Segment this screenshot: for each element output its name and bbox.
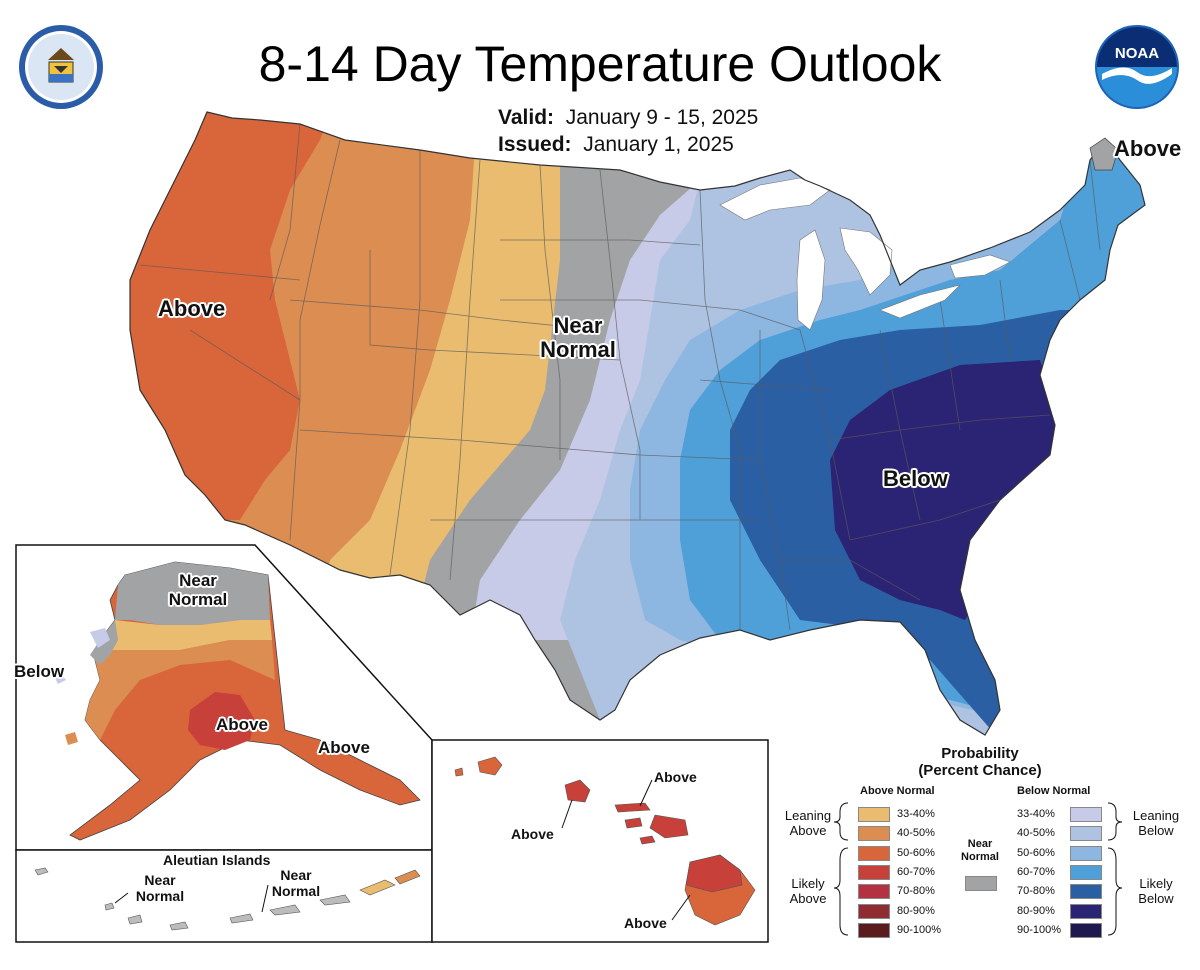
legend-near-normal: Near Normal	[955, 838, 1005, 864]
legend-likely-above-line1: Likely	[791, 876, 825, 891]
legend-above-range: 80-90%	[897, 904, 935, 917]
legend-below-range: 40-50%	[1017, 827, 1055, 840]
aleutian-title: Aleutian Islands	[163, 852, 271, 868]
legend-above-swatch	[858, 903, 890, 919]
legend-above-header: Above Normal	[860, 785, 935, 797]
label-central-near-line1: Near	[553, 313, 603, 338]
legend-below-swatch	[1070, 807, 1102, 822]
conus-outline	[129, 111, 1146, 736]
great-lakes	[719, 177, 1011, 331]
hawaii-leader-lines	[561, 779, 691, 921]
legend-below-swatch	[1070, 884, 1102, 900]
label-alaska-above-center: Above	[216, 715, 268, 734]
legend-above-swatch	[858, 884, 890, 900]
legend-leaning-above-line2: Above	[789, 823, 827, 838]
legend-leaning-below-line2: Below	[1138, 823, 1174, 838]
legend-above-range: 70-80%	[897, 885, 935, 898]
label-aleutian-near-b-line2: Normal	[271, 883, 321, 899]
legend-above-range: 50-60%	[897, 846, 935, 859]
aleutian-islands-shapes	[34, 867, 421, 931]
aleutian-leader-lines	[114, 884, 269, 913]
legend-above-range: 40-50%	[897, 827, 935, 840]
noaa-logo-text: NOAA	[1115, 45, 1159, 62]
legend-near-line1: Near	[967, 838, 993, 850]
legend-likely-above: Likely Above	[780, 876, 836, 906]
legend-above-swatch	[858, 826, 890, 842]
alaska-map	[55, 561, 421, 841]
legend-below-range: 70-80%	[1017, 885, 1055, 898]
label-east-below: Below	[883, 466, 948, 491]
valid-label: Valid:	[498, 106, 555, 129]
legend-below-range: 80-90%	[1017, 904, 1055, 917]
legend-near-line2: Normal	[961, 851, 999, 863]
valid-value: January 9 - 15, 2025	[565, 106, 759, 129]
hawaii-inset-frame	[431, 739, 769, 943]
legend-title: Probability (Percent Chance)	[900, 745, 1060, 779]
label-alaska-near-normal: Near Normal	[156, 571, 240, 609]
legend-below-range: 50-60%	[1017, 846, 1055, 859]
legend-below-swatch	[1070, 845, 1102, 861]
maine-near-normal-area	[1089, 137, 1119, 171]
label-central-near-normal: Near Normal	[538, 314, 618, 362]
label-aleutian-near-normal-b: Near Normal	[266, 867, 326, 899]
label-aleutian-near-a-line2: Normal	[135, 888, 185, 904]
legend-title-line1: Probability	[941, 745, 1019, 762]
label-alaska-above-se: Above	[318, 738, 370, 757]
page-title: 8-14 Day Temperature Outlook	[258, 36, 942, 92]
legend-likely-below-line2: Below	[1138, 891, 1174, 906]
issued-value: January 1, 2025	[583, 133, 734, 156]
legend-above-swatch	[858, 845, 890, 861]
legend-leaning-below: Leaning Below	[1124, 808, 1188, 838]
legend-below-header: Below Normal	[1017, 785, 1091, 797]
legend-likely-above-line2: Above	[789, 891, 827, 906]
legend-below-swatch	[1070, 903, 1102, 919]
legend-below-swatch	[1070, 864, 1102, 880]
legend-near-normal-swatch	[965, 876, 997, 891]
legend-below-range: 33-40%	[1017, 808, 1055, 820]
legend-above-range: 90-100%	[897, 923, 942, 936]
legend-above-range: 33-40%	[897, 808, 935, 820]
noaa-logo-icon: NOAA	[1095, 25, 1179, 109]
label-west-above: Above	[158, 296, 226, 321]
label-central-near-line2: Normal	[540, 337, 616, 362]
issued-label: Issued:	[498, 133, 572, 156]
label-alaska-below: Below	[14, 662, 65, 681]
legend-above-swatch	[858, 807, 890, 822]
legend-leaning-above: Leaning Above	[780, 808, 836, 838]
legend-above-swatch	[858, 864, 890, 880]
legend-above-swatch	[858, 922, 890, 938]
label-hawaii-above-2: Above	[654, 769, 697, 785]
label-hawaii-above-1: Above	[511, 826, 554, 842]
date-info: Valid: January 9 - 15, 2025 Issued: Janu…	[498, 104, 758, 158]
label-hawaii-above-3: Above	[624, 915, 667, 931]
legend-below-range: 90-100%	[1017, 923, 1062, 936]
legend-title-line2: (Percent Chance)	[918, 762, 1042, 779]
legend-below-swatch	[1070, 922, 1102, 938]
label-alaska-near-line1: Near	[179, 571, 217, 590]
legend-above-range: 60-70%	[897, 865, 935, 878]
aleutian-inset-frame	[15, 849, 433, 943]
label-aleutian-near-normal-a: Near Normal	[130, 872, 190, 904]
legend-likely-below-line1: Likely	[1139, 876, 1173, 891]
commerce-seal-icon	[19, 25, 103, 109]
label-alaska-near-line2: Normal	[168, 590, 228, 609]
legend-below-range: 60-70%	[1017, 865, 1055, 878]
legend-below-swatch	[1070, 826, 1102, 842]
state-boundaries	[139, 123, 1101, 631]
legend-leaning-below-line1: Leaning	[1132, 808, 1180, 823]
legend-leaning-above-line1: Leaning	[784, 808, 832, 823]
legend-brackets	[833, 802, 1123, 936]
hawaii-islands-shapes	[454, 756, 756, 926]
legend-likely-below: Likely Below	[1124, 876, 1188, 906]
label-aleutian-near-b-line1: Near	[280, 867, 312, 883]
label-maine-above: Above	[1114, 136, 1182, 161]
label-aleutian-near-a-line1: Near	[144, 872, 176, 888]
